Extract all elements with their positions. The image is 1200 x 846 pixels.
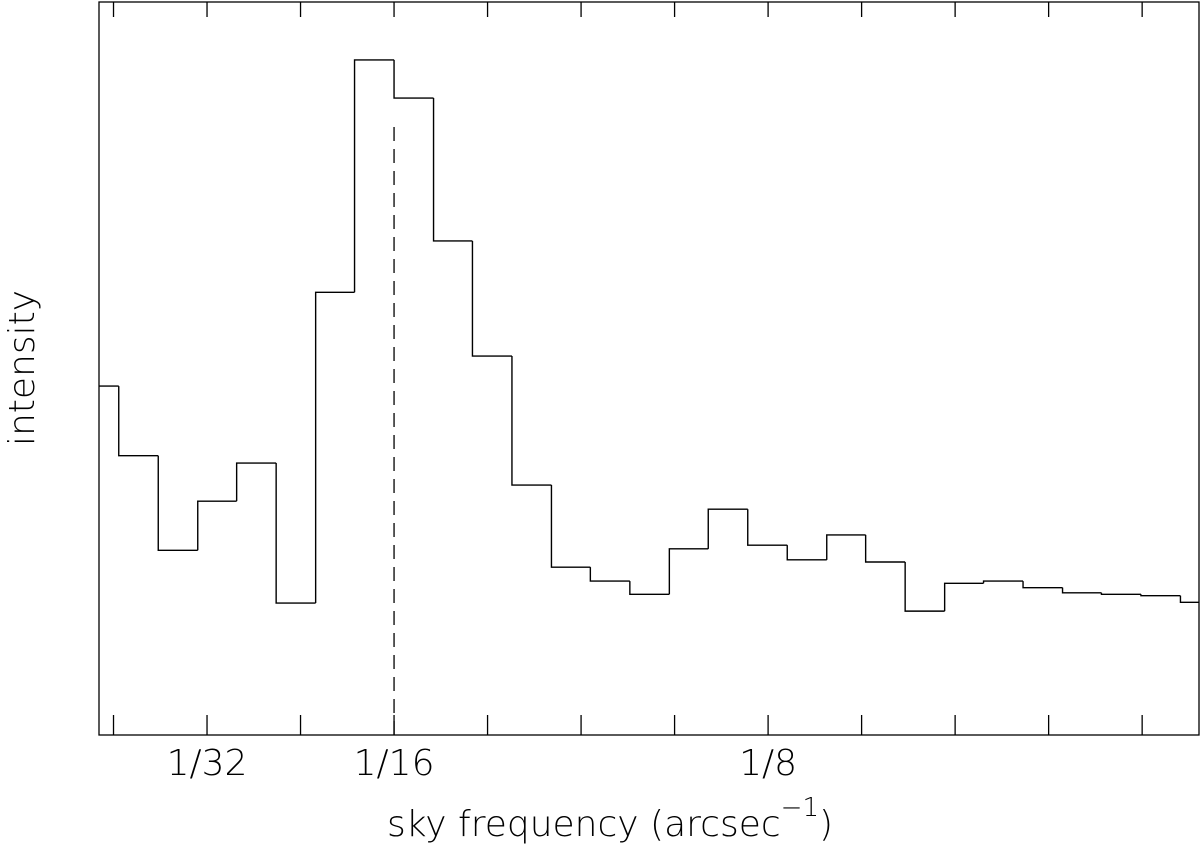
histogram-step [275, 463, 316, 604]
histogram-step [864, 534, 906, 563]
histogram-step [1022, 581, 1063, 589]
x-tick-label: 1/8 [739, 743, 797, 784]
histogram-step [982, 580, 1024, 584]
x-label-end: ) [819, 804, 833, 845]
histogram-step [471, 240, 512, 357]
x-axis-label: sky frequency (arcsec−1) [387, 793, 833, 845]
plot-frame [98, 1, 1200, 736]
histogram-step [747, 509, 788, 546]
histogram-step [1140, 594, 1181, 597]
histogram-step [235, 462, 277, 502]
x-tick-label: 1/16 [354, 743, 435, 784]
histogram-step [157, 455, 198, 551]
x-tick-label: 1/32 [167, 743, 248, 784]
x-label-main: sky frequency (arcsec [387, 804, 781, 845]
histogram-step [943, 582, 984, 612]
histogram-step [707, 508, 748, 549]
histogram-step [786, 545, 827, 561]
histogram-step [393, 59, 434, 99]
histogram-step [629, 581, 670, 595]
histogram-step [1061, 587, 1102, 594]
histogram-step [314, 291, 355, 604]
x-label-sup: −1 [781, 793, 819, 823]
y-axis-label: intensity [2, 290, 43, 446]
histogram-step [1100, 592, 1141, 595]
histogram-step [353, 59, 395, 293]
histogram-step [589, 567, 630, 582]
histogram-step [904, 562, 945, 612]
histogram-step [550, 485, 591, 568]
histogram-step [826, 534, 866, 560]
histogram-step [668, 548, 709, 595]
histogram-step [118, 386, 159, 457]
histogram-step [511, 356, 552, 486]
histogram-step [197, 500, 237, 551]
histogram-step [432, 98, 473, 242]
histogram-step [1179, 595, 1199, 604]
